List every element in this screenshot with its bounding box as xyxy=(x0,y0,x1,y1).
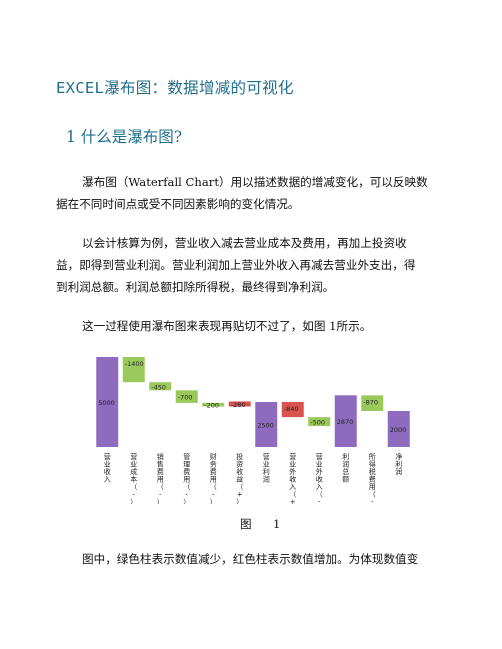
waterfall-chart: 5000 营业收入 -1400 营业成本（-） -450 销售费用（-） -700 管理费用（… xyxy=(88,352,418,504)
waterfall-category-label: 管理费用（-） xyxy=(183,452,190,504)
paragraph-line: 益，即得到营业利润。营业利润加上营业外收入再减去营业外支出，得 xyxy=(56,258,416,272)
waterfall-data-label: -450 xyxy=(151,383,166,391)
waterfall-data-label: -200 xyxy=(204,402,219,410)
figure-caption-label: 图 xyxy=(240,517,252,531)
paragraph-definition: 瀑布图（Waterfall Chart）用以描述数据的增减变化，可以反映数 据在… xyxy=(56,171,446,215)
waterfall-data-label: 2870 xyxy=(337,418,354,426)
paragraph-line: 以会计核算为例，营业收入减去营业成本及费用，再加上投资收 xyxy=(82,236,407,250)
waterfall-data-label: 2000 xyxy=(390,426,407,434)
waterfall-category-label: 财务费用（-） xyxy=(210,452,217,504)
waterfall-data-label: 5000 xyxy=(98,399,115,407)
waterfall-data-label: -840 xyxy=(284,405,299,413)
document-title: EXCEL瀑布图：数据增减的可视化 xyxy=(56,79,294,97)
waterfall-category-label: 营业利润 xyxy=(263,452,270,484)
waterfall-data-label: -280 xyxy=(231,401,246,409)
waterfall-bar-increase xyxy=(281,402,304,418)
waterfall-category-label: 所得税费用（-） xyxy=(369,452,376,504)
waterfall-bar-decrease xyxy=(175,390,198,403)
waterfall-bar-decrease xyxy=(202,402,225,407)
waterfall-data-label: -1400 xyxy=(125,360,144,368)
paragraph-line: 到利润总额。利润总额扣除所得税，最终得到净利润。 xyxy=(56,280,335,294)
waterfall-category-label: 利润总额 xyxy=(342,452,349,484)
waterfall-category-label: 营业外收入（-） xyxy=(316,452,323,504)
waterfall-data-label: -500 xyxy=(310,419,325,427)
paragraph-line: 据在不同时间点或受不同因素影响的变化情况。 xyxy=(56,197,300,211)
waterfall-chart-svg: 5000 营业收入 -1400 营业成本（-） -450 销售费用（-） -700 管理费用（… xyxy=(96,357,410,504)
figure-caption-number: 1 xyxy=(272,517,281,531)
waterfall-bar-increase xyxy=(228,401,251,407)
paragraph-line: 瀑布图（Waterfall Chart）用以描述数据的增减变化，可以反映数 xyxy=(82,175,428,189)
waterfall-bar-total xyxy=(255,402,278,447)
waterfall-bar-total xyxy=(96,357,119,447)
waterfall-category-label: 营业收入 xyxy=(104,452,111,484)
waterfall-bar-decrease xyxy=(308,417,331,427)
waterfall-category-label: 营业成本（-） xyxy=(130,452,137,504)
waterfall-bar-decrease xyxy=(122,357,145,383)
waterfall-bar-decrease xyxy=(361,395,384,411)
waterfall-category-label: 销售费用（-） xyxy=(157,452,164,504)
paragraph-color-explanation: 图中，绿色柱表示数值减少，红色柱表示数值增加。为体现数值变 xyxy=(56,548,446,570)
waterfall-data-label: -700 xyxy=(178,393,193,401)
section-heading: 1 什么是瀑布图? xyxy=(66,128,183,146)
paragraph-line: 这一过程使用瀑布图来表现再贴切不过了，如图 1所示。 xyxy=(82,319,372,333)
waterfall-bar-decrease xyxy=(149,382,172,391)
waterfall-data-label: 2500 xyxy=(257,422,274,430)
waterfall-category-label: 营业外收入（+） xyxy=(289,452,296,504)
waterfall-category-label: 净利润 xyxy=(395,452,402,476)
paragraph-accounting-example: 以会计核算为例，营业收入减去营业成本及费用，再加上投资收 益，即得到营业利润。营… xyxy=(56,232,446,298)
paragraph-figure-reference: 这一过程使用瀑布图来表现再贴切不过了，如图 1所示。 xyxy=(56,315,446,337)
waterfall-data-label: -870 xyxy=(363,398,378,406)
waterfall-bar-total xyxy=(387,411,410,447)
waterfall-bar-total xyxy=(334,395,357,447)
paragraph-line: 图中，绿色柱表示数值减少，红色柱表示数值增加。为体现数值变 xyxy=(82,552,419,566)
figure-caption: 图 1 xyxy=(240,516,280,532)
waterfall-category-label: 投资收益（+） xyxy=(236,452,243,504)
